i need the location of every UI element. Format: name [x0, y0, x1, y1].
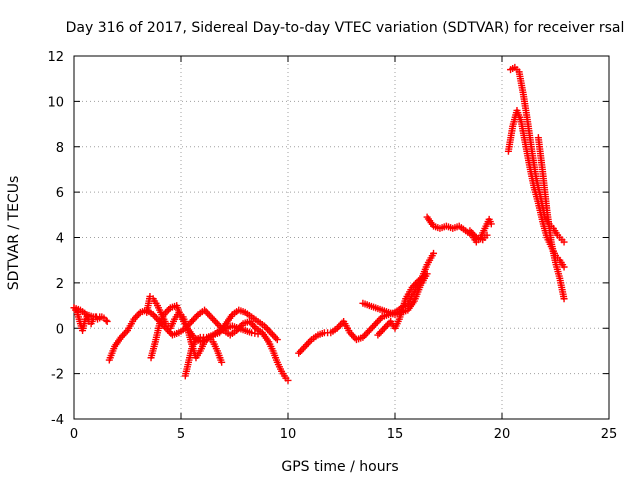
data-point: [284, 376, 292, 384]
chart-title: Day 316 of 2017, Sidereal Day-to-day VTE…: [66, 20, 625, 36]
series-arc-2: [70, 304, 104, 321]
y-tick-label: -4: [51, 413, 64, 428]
data-point: [430, 249, 438, 257]
x-tick-label: 10: [280, 427, 297, 442]
x-tick-label: 0: [70, 427, 78, 442]
series-arc-10: [423, 213, 495, 246]
y-tick-label: -2: [51, 368, 64, 383]
y-tick-label: 12: [47, 50, 64, 65]
series-arc-11: [466, 227, 491, 244]
data-point: [96, 313, 104, 321]
y-tick-label: 2: [56, 277, 64, 292]
data-point: [218, 358, 226, 366]
data-point: [421, 272, 429, 280]
x-tick-label: 15: [387, 427, 404, 442]
y-tick-label: 10: [47, 95, 64, 110]
data-point: [487, 220, 495, 228]
series-arc-14: [534, 134, 568, 303]
y-tick-label: 8: [56, 141, 64, 156]
y-tick-label: 6: [56, 186, 64, 201]
y-tick-label: 4: [56, 232, 64, 247]
data-point: [560, 238, 568, 246]
series-arc-6: [181, 306, 281, 380]
y-axis-label: SDTVAR / TECUs: [6, 176, 22, 291]
data-point: [102, 316, 110, 324]
data-point: [560, 263, 568, 271]
y-tick-label: 0: [56, 322, 64, 337]
series-arc-8: [359, 270, 431, 319]
data-point: [273, 336, 281, 344]
axes: 0 5 10 15 20 25 -4 -2 0 2 4 6 8 10 12: [47, 50, 617, 442]
data-marks: [70, 63, 568, 384]
x-tick-label: 20: [494, 427, 511, 442]
data-point: [560, 295, 568, 303]
x-tick-label: 25: [601, 427, 618, 442]
series-arc-9: [374, 272, 429, 339]
series-arc-12: [507, 63, 568, 246]
grid: [74, 56, 609, 419]
data-point: [254, 330, 262, 338]
x-tick-label: 5: [177, 427, 185, 442]
x-axis-label: GPS time / hours: [281, 459, 398, 475]
data-point: [103, 317, 111, 325]
data-point: [483, 231, 491, 239]
